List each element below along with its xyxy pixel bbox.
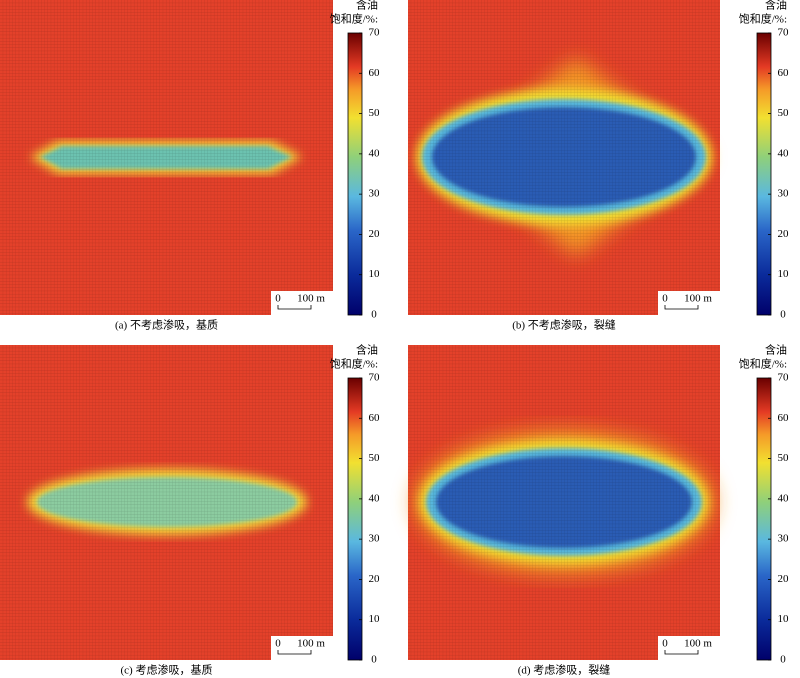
colorbar-tick-label: 50 bbox=[778, 107, 790, 119]
colorbar-title: 饱和度/%: bbox=[330, 357, 378, 371]
colorbar-tick-label: 0 bbox=[780, 654, 786, 666]
colorbar-tick-label: 70 bbox=[778, 372, 790, 384]
colorbar-tick-label: 40 bbox=[369, 492, 381, 504]
scale-label: 100 m bbox=[684, 638, 712, 650]
colorbar-tick-label: 10 bbox=[778, 268, 790, 280]
field-a bbox=[0, 0, 333, 315]
colorbar-tick-label: 30 bbox=[778, 533, 790, 545]
colorbar-title: 含油 bbox=[356, 343, 378, 357]
field-d bbox=[408, 345, 720, 660]
colorbar-tick-label: 10 bbox=[369, 268, 381, 280]
colorbar-tick-label: 40 bbox=[369, 147, 381, 159]
colorbar-tick-label: 50 bbox=[778, 452, 790, 464]
scale-label: 100 m bbox=[684, 293, 712, 305]
colorbar-tick-label: 20 bbox=[369, 228, 381, 240]
colorbar-tick-label: 60 bbox=[778, 412, 790, 424]
colorbar-title: 含油 bbox=[356, 0, 378, 12]
colorbar-title: 含油 bbox=[765, 343, 787, 357]
colorbar-tick-label: 0 bbox=[371, 309, 377, 321]
scale-label: 100 m bbox=[297, 293, 325, 305]
scale-box bbox=[658, 291, 720, 315]
colorbar-tick-label: 70 bbox=[369, 372, 381, 384]
caption: (a) 不考虑渗吸，基质 bbox=[115, 318, 218, 332]
scale-bar bbox=[664, 650, 699, 655]
colorbar-title: 饱和度/%: bbox=[330, 12, 378, 26]
field-b bbox=[408, 0, 720, 315]
colorbar-title: 含油 bbox=[765, 0, 787, 12]
scale-bar bbox=[277, 650, 312, 655]
colorbar-tick-label: 20 bbox=[778, 228, 790, 240]
colorbar-tick-label: 60 bbox=[369, 67, 381, 79]
scale-bar bbox=[664, 305, 699, 310]
colorbar-tick-label: 60 bbox=[778, 67, 790, 79]
caption: (d) 考虑渗吸，裂缝 bbox=[518, 663, 611, 677]
colorbar-tick-label: 70 bbox=[369, 27, 381, 39]
colorbar-tick-label: 50 bbox=[369, 107, 381, 119]
colorbar-tick-label: 30 bbox=[369, 533, 381, 545]
scale-box bbox=[271, 291, 333, 315]
caption: (c) 考虑渗吸，基质 bbox=[121, 663, 213, 677]
colorbar bbox=[347, 377, 363, 661]
scale-label: 0 bbox=[662, 638, 668, 650]
scale-label: 0 bbox=[275, 293, 281, 305]
scale-box bbox=[271, 636, 333, 660]
colorbar bbox=[756, 377, 772, 661]
colorbar-tick-label: 60 bbox=[369, 412, 381, 424]
colorbar-tick-label: 30 bbox=[369, 188, 381, 200]
colorbar-tick-label: 40 bbox=[778, 492, 790, 504]
colorbar-title: 饱和度/%: bbox=[739, 357, 787, 371]
colorbar-tick-label: 0 bbox=[780, 309, 786, 321]
scale-box bbox=[658, 636, 720, 660]
colorbar-tick-label: 10 bbox=[369, 613, 381, 625]
colorbar-tick-label: 30 bbox=[778, 188, 790, 200]
colorbar-title: 饱和度/%: bbox=[739, 12, 787, 26]
colorbar-tick-label: 20 bbox=[778, 573, 790, 585]
colorbar-tick-label: 10 bbox=[778, 613, 790, 625]
colorbar-tick-label: 0 bbox=[371, 654, 377, 666]
colorbar-tick-label: 70 bbox=[778, 27, 790, 39]
scale-label: 0 bbox=[662, 293, 668, 305]
colorbar-tick-label: 40 bbox=[778, 147, 790, 159]
colorbar bbox=[756, 32, 772, 316]
field-c bbox=[0, 345, 333, 660]
colorbar-tick-label: 50 bbox=[369, 452, 381, 464]
scale-label: 0 bbox=[275, 638, 281, 650]
scale-bar bbox=[277, 305, 312, 310]
colorbar bbox=[347, 32, 363, 316]
colorbar-tick-label: 20 bbox=[369, 573, 381, 585]
scale-label: 100 m bbox=[297, 638, 325, 650]
caption: (b) 不考虑渗吸，裂缝 bbox=[512, 318, 616, 332]
